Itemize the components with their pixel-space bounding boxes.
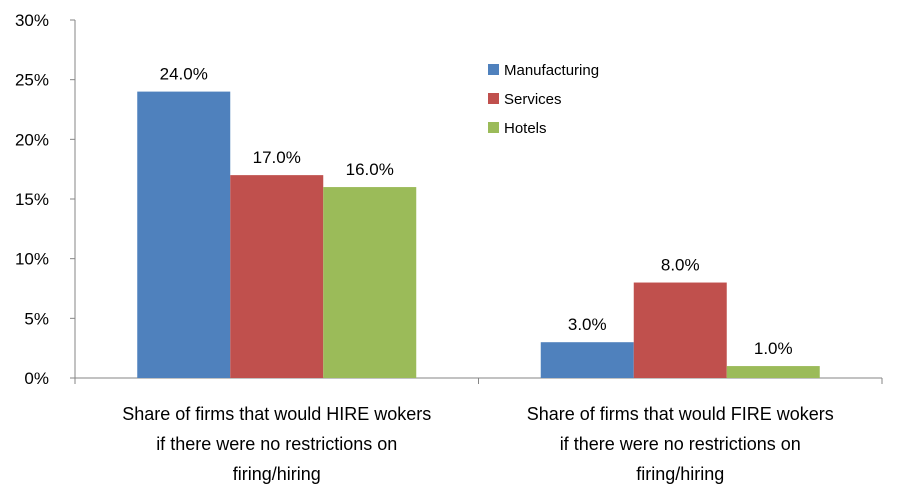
category-label-1-line-2: if there were no restrictions on <box>156 434 397 454</box>
data-label-services-1: 17.0% <box>253 148 301 167</box>
category-label-2-line-2: if there were no restrictions on <box>560 434 801 454</box>
y-tick-label: 15% <box>15 190 49 209</box>
category-label-2-line-3: firing/hiring <box>636 464 724 484</box>
category-label-1-line-1: Share of firms that would HIRE wokers <box>122 404 431 424</box>
data-label-hotels-2: 1.0% <box>754 339 793 358</box>
bar-manufacturing-2 <box>540 342 634 378</box>
y-tick-label: 30% <box>15 11 49 30</box>
y-tick-label: 20% <box>15 130 49 149</box>
data-label-hotels-1: 16.0% <box>346 160 394 179</box>
legend-label-services: Services <box>504 91 562 108</box>
data-label-manufacturing-2: 3.0% <box>568 315 607 334</box>
data-label-manufacturing-1: 24.0% <box>160 65 208 84</box>
bar-services-2 <box>633 282 727 378</box>
y-tick-label: 0% <box>24 369 49 388</box>
legend-swatch-services <box>488 93 499 104</box>
bars <box>137 91 820 378</box>
bar-services-1 <box>230 175 324 378</box>
category-label-2-line-1: Share of firms that would FIRE wokers <box>527 404 834 424</box>
data-labels: 24.0% 17.0% 16.0% 3.0% 8.0% 1.0% <box>160 65 793 358</box>
legend-swatch-manufacturing <box>488 64 499 75</box>
bar-hotels-1 <box>323 187 417 378</box>
legend-swatch-hotels <box>488 122 499 133</box>
category-label-1-line-3: firing/hiring <box>233 464 321 484</box>
bar-manufacturing-1 <box>137 91 231 378</box>
bar-hotels-2 <box>726 366 820 378</box>
legend-label-manufacturing: Manufacturing <box>504 62 599 79</box>
category-labels: Share of firms that would HIRE wokers if … <box>122 404 834 484</box>
legend: Manufacturing Services Hotels <box>488 62 599 137</box>
data-label-services-2: 8.0% <box>661 256 700 275</box>
y-axis: 0% 5% 10% 15% 20% 25% 30% <box>15 11 76 388</box>
y-tick-label: 10% <box>15 250 49 269</box>
legend-label-hotels: Hotels <box>504 120 547 137</box>
x-axis <box>74 377 883 384</box>
y-tick-label: 5% <box>24 309 49 328</box>
y-tick-label: 25% <box>15 71 49 90</box>
